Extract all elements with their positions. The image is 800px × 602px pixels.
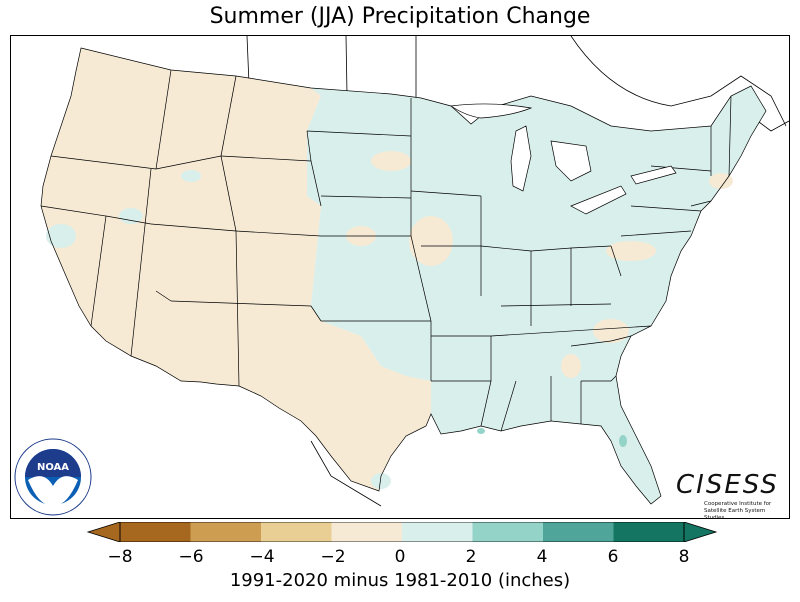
colorbar-tick: −8 [107, 547, 133, 567]
colorbar-bin [472, 522, 543, 542]
colorbar-tick: 4 [536, 547, 548, 567]
west-region [41, 48, 431, 491]
noaa-text: NOAA [37, 462, 69, 473]
east-region [307, 86, 766, 504]
colorbar-bin [190, 522, 261, 542]
colorbar-outline [119, 522, 685, 542]
state-borders [40, 47, 767, 505]
colorbar-extend-low [86, 522, 121, 542]
cisess-subtitle: Cooperative Institute for Satellite Eart… [704, 501, 772, 521]
colorbar [86, 522, 718, 542]
map-title: Summer (JJA) Precipitation Change [209, 4, 591, 29]
colorbar-tick: −6 [178, 547, 204, 567]
colorbar-tick: 2 [465, 547, 477, 567]
colorbar-bin [261, 522, 332, 542]
colorbar-bin [120, 522, 191, 542]
colorbar-bin [331, 522, 402, 542]
colorbar-label: 1991-2020 minus 1981-2010 (inches) [229, 570, 571, 591]
us-precip-map [40, 36, 789, 507]
colorbar-bin [543, 522, 614, 542]
great-lakes [450, 103, 677, 215]
colorbar-extend-high [683, 522, 718, 542]
colorbar-tick: −4 [249, 547, 275, 567]
colorbar-bin [613, 522, 684, 542]
colorbar-tick: 6 [607, 547, 619, 567]
cisess-logo: CISESS Cooperative Institute for Satelli… [676, 470, 780, 521]
map-area [10, 35, 790, 519]
noaa-logo: NOAA [14, 438, 92, 516]
colorbar-tick: −2 [320, 547, 346, 567]
colorbar-bin [402, 522, 473, 542]
colorbar-tick: 8 [678, 547, 690, 567]
colorbar-tick: 0 [394, 547, 406, 567]
cisess-name: CISESS [676, 470, 779, 500]
